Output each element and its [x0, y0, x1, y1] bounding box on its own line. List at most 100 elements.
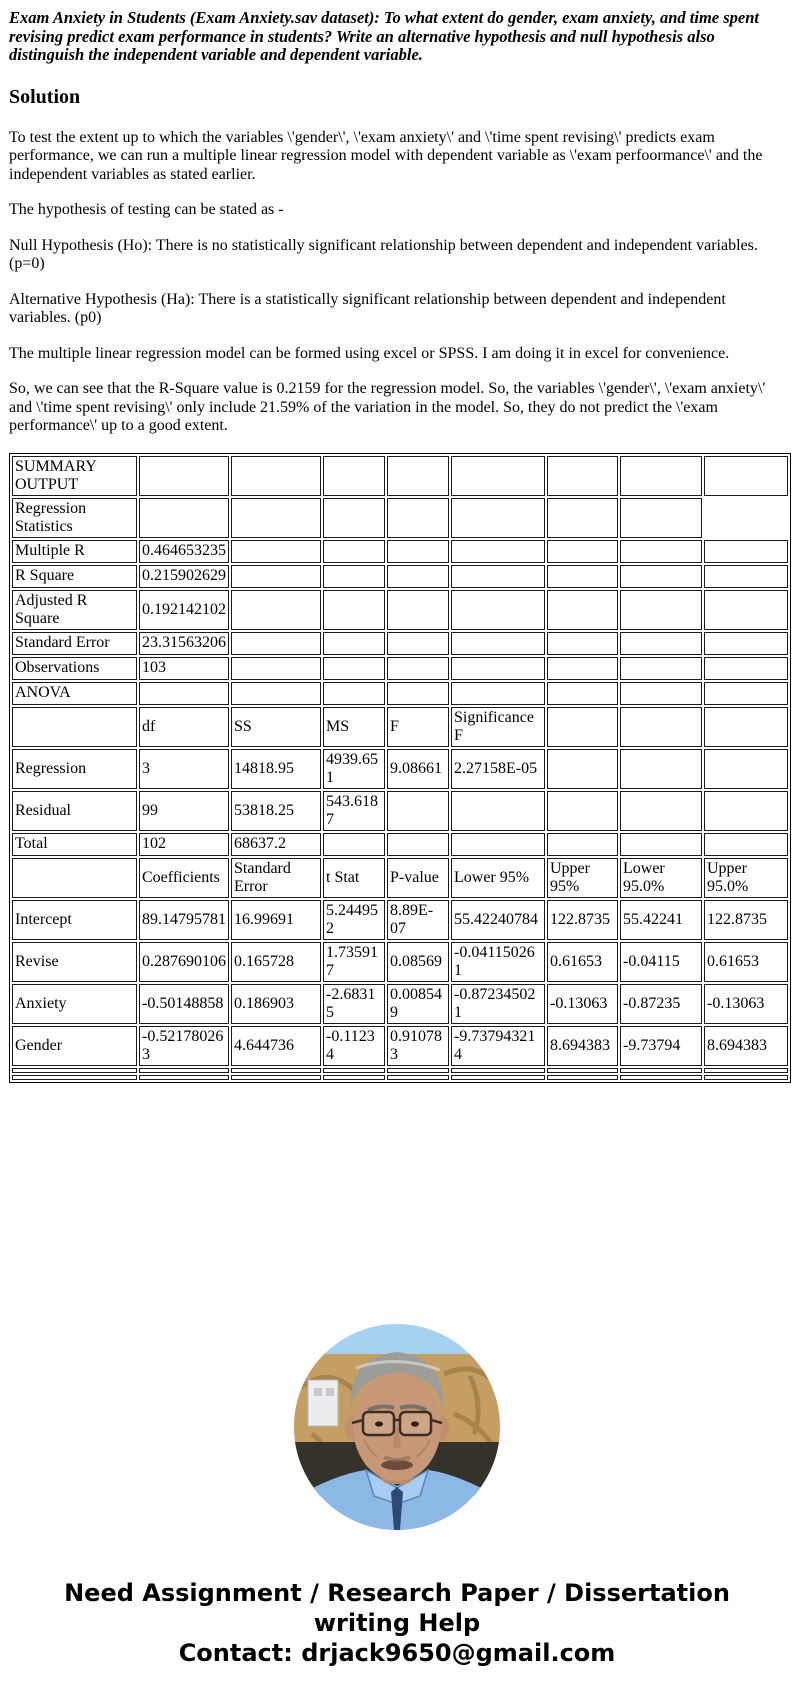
table-cell: 23.31563206 — [139, 631, 229, 655]
table-cell — [451, 1067, 545, 1073]
table-cell — [451, 455, 545, 496]
table-cell: Lower 95% — [451, 857, 545, 898]
table-cell — [547, 706, 618, 747]
table-cell: 122.8735 — [547, 899, 618, 940]
table-cell: Total — [12, 832, 137, 856]
table-cell: 53818.25 — [231, 790, 321, 831]
table-cell — [620, 790, 702, 831]
table-cell — [547, 455, 618, 496]
table-cell — [451, 656, 545, 680]
table-cell: 55.42241 — [620, 899, 702, 940]
tutor-photo-illustration — [294, 1323, 500, 1530]
table-cell: 102 — [139, 832, 229, 856]
table-cell — [323, 631, 385, 655]
paragraph-alternative-hypothesis: Alternative Hypothesis (Ha): There is a … — [9, 290, 726, 327]
table-cell — [620, 539, 702, 563]
table-cell — [620, 631, 702, 655]
table-row: R Square 0.215902629 — [12, 564, 788, 588]
upper-lip-shadow — [383, 1454, 411, 1462]
table-cell: Intercept — [12, 899, 137, 940]
table-cell — [387, 539, 449, 563]
table-cell — [387, 497, 449, 538]
table-cell — [387, 455, 449, 496]
table-cell — [323, 832, 385, 856]
table-cell: 3 — [139, 748, 229, 789]
table-cell — [323, 589, 385, 630]
paragraph-null-hypothesis: Null Hypothesis (Ho): There is no statis… — [9, 236, 758, 273]
eyebrows — [367, 1403, 427, 1412]
table-cell — [323, 497, 385, 538]
table-cell — [620, 832, 702, 856]
table-cell: 99 — [139, 790, 229, 831]
table-cell — [704, 748, 788, 789]
table-cell — [451, 1074, 545, 1080]
table-cell — [547, 790, 618, 831]
table-cell: 8.694383 — [547, 1025, 618, 1066]
table-row: Coefficients Standard Error t Stat P-value L… — [12, 857, 788, 898]
table-cell — [323, 1074, 385, 1080]
table-cell: 543.6187 — [323, 790, 385, 831]
table-cell — [387, 832, 449, 856]
table-cell — [704, 539, 788, 563]
table-cell: F — [387, 706, 449, 747]
table-cell: 103 — [139, 656, 229, 680]
table-cell — [323, 455, 385, 496]
table-row: Regression 3 14818.95 4939.651 9.08661 2.2715… — [12, 748, 788, 789]
table-cell: 4.644736 — [231, 1025, 321, 1066]
table-cell — [139, 455, 229, 496]
table-cell — [547, 631, 618, 655]
table-cell — [139, 1067, 229, 1073]
table-cell: Adjusted R Square — [12, 589, 137, 630]
table-cell — [387, 1074, 449, 1080]
table-row: Observations 103 — [12, 656, 788, 680]
table-cell: P-value — [387, 857, 449, 898]
table-cell — [704, 589, 788, 630]
table-cell — [231, 681, 321, 705]
table-cell — [620, 748, 702, 789]
table-cell — [323, 681, 385, 705]
tie — [391, 1486, 403, 1530]
regression-output-table: SUMMARY OUTPUT Regression Statistics Multi… — [9, 452, 791, 1083]
table-cell — [139, 681, 229, 705]
table-cell — [451, 539, 545, 563]
footer-help-text: Need Assignment / Research Paper / Disse… — [64, 1578, 730, 1637]
table-row: Standard Error 23.31563206 — [12, 631, 788, 655]
table-cell — [387, 631, 449, 655]
table-row: Gender -0.521780263 4.644736 -0.11234 0.9107… — [12, 1025, 788, 1066]
table-cell: Upper 95% — [547, 857, 618, 898]
table-cell: 4939.651 — [323, 748, 385, 789]
table-cell — [12, 857, 137, 898]
table-cell — [547, 539, 618, 563]
table-cell — [323, 1067, 385, 1073]
table-cell: -0.13063 — [704, 983, 788, 1024]
table-cell: Lower 95.0% — [620, 857, 702, 898]
table-row: df SS MS F Significance F — [12, 706, 788, 747]
table-cell: Gender — [12, 1025, 137, 1066]
table-cell: -0.04115 — [620, 941, 702, 982]
table-cell: 0.192142102 — [139, 589, 229, 630]
table-cell: 0.215902629 — [139, 564, 229, 588]
table-cell — [387, 589, 449, 630]
table-cell — [231, 1067, 321, 1073]
table-cell: 1.735917 — [323, 941, 385, 982]
table-cell — [704, 656, 788, 680]
table-cell — [139, 497, 229, 538]
table-cell — [547, 748, 618, 789]
cheek-lines — [363, 1439, 431, 1458]
table-cell — [547, 497, 618, 538]
table-cell: 16.99691 — [231, 899, 321, 940]
table-cell — [231, 589, 321, 630]
table-row: Anxiety -0.50148858 0.186903 -2.68315 0.0085… — [12, 983, 788, 1024]
mouth — [381, 1459, 413, 1470]
table-cell: Residual — [12, 790, 137, 831]
table-cell — [620, 589, 702, 630]
table-cell: -9.737943214 — [451, 1025, 545, 1066]
paragraph-hypothesis-lead: The hypothesis of testing can be stated … — [9, 201, 284, 218]
table-cell: 0.008549 — [387, 983, 449, 1024]
solution-heading: Solution — [9, 85, 81, 108]
table-cell — [620, 1067, 702, 1073]
table-cell — [451, 790, 545, 831]
table-row: Regression Statistics — [12, 497, 788, 538]
table-cell: 89.14795781 — [139, 899, 229, 940]
